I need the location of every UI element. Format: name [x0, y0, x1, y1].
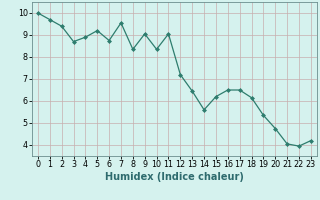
X-axis label: Humidex (Indice chaleur): Humidex (Indice chaleur): [105, 172, 244, 182]
